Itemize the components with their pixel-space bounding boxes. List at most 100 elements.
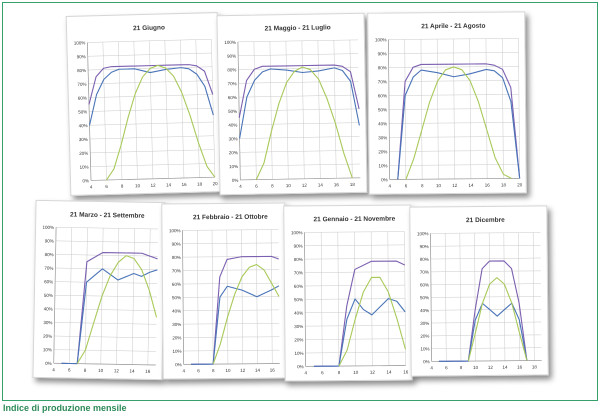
- y-axis: [182, 230, 184, 365]
- gridline-horizontal: [87, 38, 212, 43]
- y-tick-label: 40%: [420, 308, 429, 313]
- y-tick-label: 90%: [172, 242, 181, 247]
- y-tick-label: 40%: [228, 123, 237, 128]
- y-tick-label: 100%: [43, 225, 55, 230]
- x-tick-label: 16: [145, 369, 151, 374]
- x-tick-label: 14: [166, 182, 172, 187]
- x-tick-label: 4: [52, 367, 55, 372]
- y-axis: [87, 42, 92, 181]
- gridline-horizontal: [238, 53, 359, 56]
- x-tick-label: 20: [213, 181, 219, 186]
- x-tick-label: 12: [114, 368, 120, 373]
- y-tick-label: 100%: [291, 230, 303, 235]
- gridline-horizontal: [54, 335, 157, 339]
- gridline-horizontal: [240, 163, 361, 167]
- x-tick-label: 14: [318, 182, 324, 187]
- chart-title: 21 Giugno: [133, 24, 165, 32]
- y-tick-label: 0%: [175, 362, 182, 367]
- gridline-horizontal: [183, 323, 280, 325]
- y-tick-label: 60%: [294, 284, 303, 289]
- y-tick-label: 70%: [228, 81, 237, 86]
- gridline-horizontal: [182, 269, 279, 271]
- gridline-horizontal: [238, 80, 359, 84]
- series-line-purple: [238, 64, 360, 118]
- y-tick-label: 70%: [420, 270, 429, 275]
- x-axis: [389, 178, 520, 180]
- y-tick-label: 90%: [45, 238, 54, 243]
- gridline-vertical: [333, 40, 337, 179]
- gridline-horizontal: [431, 309, 542, 311]
- y-tick-label: 20%: [420, 334, 429, 339]
- gridline-vertical: [436, 39, 439, 180]
- gridline-horizontal: [239, 122, 360, 125]
- gridline-vertical: [195, 39, 200, 178]
- x-tick-label: 8: [338, 370, 341, 375]
- y-tick-label: 10%: [379, 163, 388, 168]
- y-tick-label: 90%: [227, 54, 236, 59]
- y-tick-label: 60%: [420, 282, 429, 287]
- y-tick-label: 30%: [229, 136, 238, 141]
- x-tick-label: 18: [501, 182, 507, 187]
- gridline-horizontal: [237, 39, 358, 43]
- x-tick-label: 4: [239, 184, 242, 189]
- figure-caption: Indice di produzione mensile: [3, 403, 127, 413]
- gridline-horizontal: [182, 229, 279, 231]
- gridline-horizontal: [55, 267, 158, 271]
- y-tick-label: 20%: [172, 335, 181, 340]
- x-tick-label: 6: [405, 183, 408, 188]
- chart-panel-5: 21 Febbraio - 21 Ottobre 0% 10% 20% 30% 40% 50…: [161, 202, 287, 380]
- y-tick-label: 30%: [294, 324, 303, 329]
- series-line-purple: [313, 260, 405, 367]
- gridline-vertical: [370, 231, 373, 366]
- chart-panel-7: 21 Dicembre 0% 10% 20% 30% 40% 50% 60% 70% 80% 90%…: [409, 205, 549, 377]
- y-tick-label: 100%: [224, 40, 236, 45]
- gridline-vertical: [196, 230, 199, 365]
- x-tick-label: 12: [302, 183, 308, 188]
- y-tick-label: 100%: [375, 37, 387, 42]
- y-tick-label: 10%: [229, 164, 238, 169]
- chart-title: 21 Maggio - 21 Luglio: [265, 24, 331, 32]
- gridline-horizontal: [239, 149, 360, 153]
- gridline-vertical: [211, 39, 216, 178]
- series-line-blue: [397, 68, 521, 180]
- x-tick-label: 14: [502, 365, 508, 370]
- gridline-horizontal: [430, 257, 541, 260]
- x-tick-label: 12: [488, 365, 494, 370]
- y-tick-label: 80%: [420, 257, 429, 262]
- x-tick-label: 10: [436, 183, 442, 188]
- gridline-vertical: [164, 40, 169, 179]
- x-tick-label: 4: [304, 370, 307, 375]
- y-tick-label: 10%: [420, 346, 429, 351]
- y-tick-label: 80%: [227, 67, 236, 72]
- gridline-vertical: [518, 38, 520, 179]
- x-tick-label: 20: [517, 182, 523, 187]
- y-tick-label: 50%: [172, 295, 181, 300]
- x-tick-label: 8: [84, 368, 87, 373]
- gridline-vertical: [301, 40, 305, 179]
- gridline-vertical: [320, 232, 323, 367]
- gridline-horizontal: [53, 349, 156, 352]
- gridline-vertical: [180, 40, 185, 178]
- gridline-vertical: [349, 39, 353, 178]
- gridline-vertical: [488, 232, 491, 361]
- gridline-vertical: [469, 38, 472, 179]
- gridline-horizontal: [430, 245, 541, 247]
- y-tick-label: 40%: [78, 123, 87, 128]
- y-tick-label: 10%: [294, 351, 303, 356]
- y-tick-label: 60%: [172, 282, 181, 287]
- gridline-horizontal: [183, 296, 280, 298]
- y-tick-label: 70%: [44, 266, 53, 271]
- y-tick-label: 30%: [378, 135, 387, 140]
- gridline-horizontal: [431, 334, 542, 337]
- gridline-vertical: [404, 39, 407, 180]
- gridline-vertical: [253, 41, 257, 180]
- y-tick-label: 50%: [420, 295, 429, 300]
- chart-title: 21 Dicembre: [466, 217, 505, 224]
- series-line-green: [467, 277, 528, 362]
- gridline-vertical: [317, 40, 321, 179]
- series-line-blue: [191, 285, 280, 365]
- chart-3-svg: 21 Aprile - 21 Agosto 0% 10% 20% 30% 40% 50% 60…: [375, 23, 523, 189]
- gridline-vertical: [404, 231, 406, 366]
- gridline-horizontal: [239, 108, 360, 112]
- gridline-vertical: [420, 39, 423, 180]
